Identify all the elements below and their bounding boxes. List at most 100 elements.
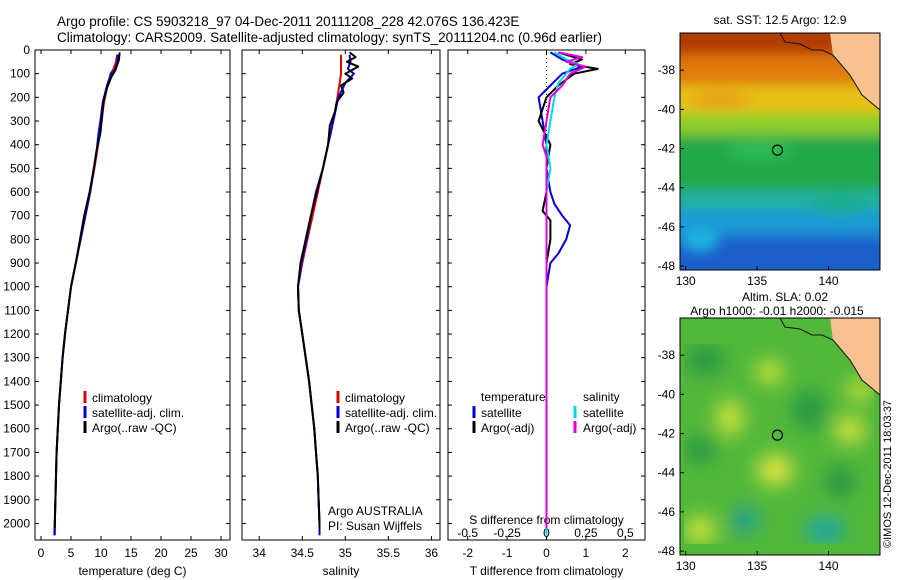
y-tick-label: 300 [10,114,30,128]
legend-label-salt-satellite: satellite [583,406,624,420]
y-tick-label: 1000 [3,280,30,294]
y-tick-label: 800 [10,232,30,246]
x-tick-label: 10 [94,546,108,560]
sla-map-axes: 130 135 140 -38 -40 -42 -44 -46 -48 [658,348,839,573]
x-tick-label: -2 [462,546,473,560]
map-x-tick-label: 130 [676,274,696,288]
sst-map-title: sat. SST: 12.5 Argo: 12.9 [714,13,847,27]
legend-label-argo: Argo(..raw -QC) [92,421,177,435]
x-tick-label: 0 [543,546,550,560]
salinity-panel: 34 34.5 35 35.5 36 salinity [241,49,441,578]
map-x-tick-label: 135 [747,274,767,288]
series-line-satellite [545,51,579,536]
legend-label-satellite: satellite-adj. clim. [92,406,184,420]
plot-frame [34,49,231,541]
temperature-legend: climatology satellite-adj. clim. Argo(..… [83,391,184,435]
legend-title-salinity: salinity [583,390,620,404]
legend-title-temperature: temperature [481,390,546,404]
header-line-1: Argo profile: CS 5903218_97 04-Dec-2011 … [57,14,519,29]
series-line-argo-adj- [537,51,599,529]
legend-label-argo: Argo(..raw -QC) [345,421,430,435]
series-line-argo-adj- [541,51,587,529]
imos-timestamp: ©IMOS 12-Dec-2011 18:03:37 [882,400,894,548]
x-tick-label: 35.5 [377,546,401,560]
map-y-tick-label: -44 [658,466,676,480]
x-tick-label: 36 [425,546,439,560]
y-tick-label: 2000 [3,516,30,530]
sla-map-frame [679,317,881,556]
y-tick-label: 1600 [3,422,30,436]
coastline [779,318,880,396]
map-y-tick-label: -48 [658,259,676,273]
sst-map-frame [679,32,881,271]
x-tick-label: 2 [622,546,629,560]
top-tick-label: -0.25 [493,526,521,540]
map-y-tick-label: -38 [658,348,676,362]
series-line-satellite-adj-clim- [53,54,119,536]
x-tick-label: 34.5 [291,546,315,560]
legend-label-climatology: climatology [345,391,405,405]
y-tick-label: 1200 [3,327,30,341]
salinity-legend: climatology satellite-adj. clim. Argo(..… [328,391,437,533]
map-y-tick-label: -48 [658,544,676,558]
map-y-tick-label: -44 [658,181,676,195]
sla-map-title: Altim. SLA: 0.02 [742,290,828,304]
pi-label: PI: Susan Wijffels [328,519,422,533]
argo-australia-label: Argo AUSTRALIA [328,504,423,518]
map-y-tick-label: -38 [658,63,676,77]
y-tick-label: 1300 [3,351,30,365]
map-y-tick-label: -46 [658,220,676,234]
legend-label-temp-argo: Argo(-adj) [481,421,534,435]
y-tick-label: 1800 [3,469,30,483]
legend-label-climatology: climatology [92,391,152,405]
temperature-panel: 0100200300400500600700800900100011001200… [3,43,231,578]
y-tick-label: 700 [10,209,30,223]
y-tick-label: 1500 [3,398,30,412]
legend-label-salt-argo: Argo(-adj) [583,421,636,435]
y-tick-label: 1400 [3,374,30,388]
land-mass [780,318,880,395]
series-line-climatology [297,54,342,536]
map-x-tick-label: 140 [819,559,839,573]
series-line-climatology [53,54,119,536]
y-tick-label: 600 [10,185,30,199]
legend-label-temp-satellite: satellite [481,406,522,420]
y-tick-label: 400 [10,138,30,152]
legend-label-satellite: satellite-adj. clim. [345,406,437,420]
y-tick-label: 1100 [4,303,30,317]
argo-location-marker [771,429,784,441]
x-tick-label: 1 [583,546,590,560]
land-mass [780,33,880,110]
map-x-tick-label: 130 [676,559,696,573]
y-tick-label: 1900 [3,493,30,507]
argo-location-marker [771,144,784,156]
sla-map: 130 135 140 -38 -40 -42 -44 -46 -48 [658,317,881,573]
top-tick-label: 0.25 [574,526,598,540]
map-x-tick-label: 135 [747,559,767,573]
x-tick-label: 5 [68,546,75,560]
y-tick-label: 100 [10,67,30,81]
y-tick-label: 1700 [3,445,30,459]
difference-panel: -2 -1 0 1 2-0.5 -0.25 0 0.25 0.5S difference fro… [447,49,646,578]
y-tick-label: 0 [23,43,30,57]
x-tick-label: 35 [339,546,353,560]
x-tick-label: 34 [253,546,267,560]
top-tick-label: 0.5 [617,526,634,540]
x-axis-label: T difference from climatology [470,564,624,578]
map-y-tick-label: -42 [658,427,676,441]
sst-map-axes: 130 135 140 -38 -40 -42 -44 -46 -48 [658,63,839,288]
series-line-argo-raw-qc- [297,51,360,529]
map-y-tick-label: -40 [658,102,676,116]
x-tick-label: 30 [214,546,228,560]
map-x-tick-label: 140 [819,274,839,288]
sla-map-subtitle: Argo h1000: -0.01 h2000: -0.015 [690,304,864,318]
x-tick-label: 0 [38,546,45,560]
map-y-tick-label: -46 [658,505,676,519]
y-tick-label: 900 [10,256,30,270]
x-tick-label: -1 [502,546,513,560]
series-line-argo-raw-qc- [53,52,121,529]
coastline [779,33,880,111]
plot-frame [241,49,441,541]
x-tick-label: 20 [154,546,168,560]
